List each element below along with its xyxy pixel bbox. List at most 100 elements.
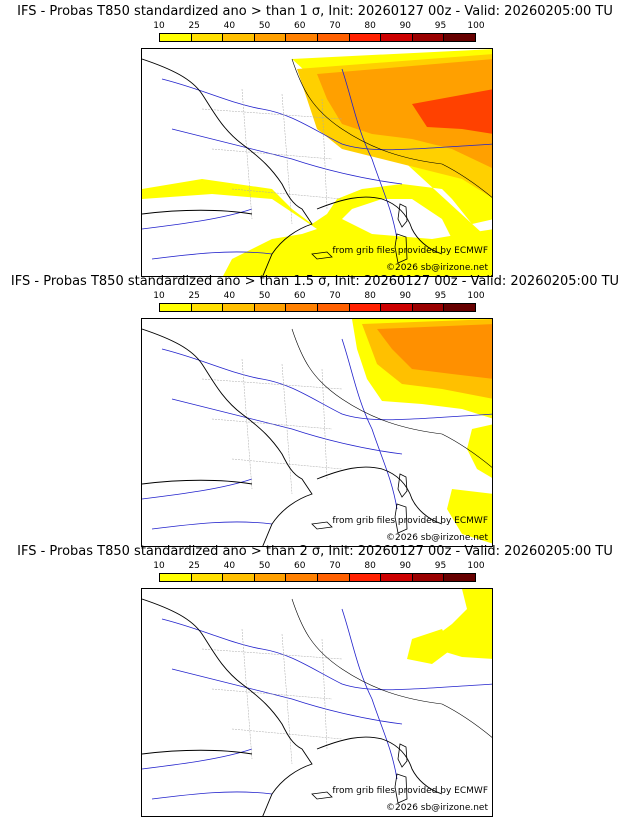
scale-swatch [349,34,382,41]
panel-title: IFS - Probas T850 standardized ano > tha… [17,544,613,559]
credit-grib: from grib files provided by ECMWF [332,246,488,256]
scale-label: 90 [399,561,412,571]
island-balearic [311,791,333,800]
river [151,521,273,530]
scale-label: 95 [434,21,447,31]
prob-area-yellow [467,424,492,478]
color-scale-labels: 10 25 40 50 60 70 80 90 95 100 [153,21,484,32]
scale-label: 60 [294,21,306,31]
map-panel-1: IFS - Probas T850 standardized ano > tha… [0,0,630,277]
probability-map: from grib files provided by ECMWF ©2026 … [141,48,493,277]
scale-label: 90 [399,291,412,301]
coastline [316,736,443,795]
color-scale-labels: 10 25 40 50 60 70 80 90 95 100 [153,291,484,302]
river [341,338,398,510]
scale-label: 10 [153,561,165,571]
river [142,208,253,230]
river [341,68,398,240]
scale-swatch [317,304,350,311]
scale-swatch [254,34,287,41]
scale-swatch [412,34,445,41]
map-drawing [142,49,492,276]
scale-label: 25 [188,21,200,31]
scale-swatch [286,574,318,581]
river [161,618,492,691]
scale-swatch [412,574,445,581]
color-scale-bar [159,303,476,312]
scale-swatch [223,304,255,311]
coastline [316,466,443,525]
river [161,348,492,421]
scale-label: 95 [434,561,447,571]
color-scale-labels: 10 25 40 50 60 70 80 90 95 100 [153,561,484,572]
credit-copyright: ©2026 sb@irizone.net [386,803,488,813]
coastline [142,209,253,215]
scale-swatch [254,304,287,311]
scale-swatch [317,34,350,41]
scale-label: 10 [153,291,165,301]
national-border [291,328,492,468]
prob-area-yellow [447,489,492,544]
scale-label: 50 [258,561,271,571]
scale-label: 25 [188,561,200,571]
scale-label: 40 [223,21,236,31]
scale-swatch [444,34,475,41]
scale-swatch [223,574,255,581]
river [171,128,403,185]
prob-area-red [412,89,492,134]
scale-label: 80 [364,291,376,301]
scale-swatch [160,34,192,41]
scale-label: 50 [258,291,271,301]
scale-swatch [444,304,475,311]
scale-label: 100 [467,21,485,31]
coastline [142,479,253,485]
island-balearic [311,521,333,530]
credit-copyright: ©2026 sb@irizone.net [386,263,488,273]
island-corsica [397,473,408,498]
prob-area-yellow [407,629,452,664]
scale-label: 40 [223,291,236,301]
river [161,78,492,151]
map-drawing [142,319,492,546]
scale-swatch [444,574,475,581]
coastline [142,58,313,276]
scale-label: 25 [188,291,200,301]
scale-label: 50 [258,21,271,31]
scale-label: 70 [329,291,341,301]
scale-label: 40 [223,561,236,571]
prob-area-orange [317,59,492,169]
scale-swatch [254,574,287,581]
probability-map: from grib files provided by ECMWF ©2026 … [141,588,493,817]
scale-swatch [223,34,255,41]
island-balearic [311,251,333,260]
scale-label: 100 [467,561,485,571]
scale-label: 80 [364,21,376,31]
admin-borders [201,358,343,495]
scale-label: 80 [364,561,376,571]
probability-map: from grib files provided by ECMWF ©2026 … [141,318,493,547]
coastline [142,598,313,816]
coastline [142,749,253,755]
river [151,791,273,800]
scale-swatch [381,574,413,581]
island-sardinia [394,233,408,264]
river [171,668,403,725]
scale-swatch [286,304,318,311]
scale-label: 60 [294,561,306,571]
scale-swatch [286,34,318,41]
color-scale-bar [159,573,476,582]
panel-title: IFS - Probas T850 standardized ano > tha… [10,274,620,289]
island-sardinia [394,773,408,804]
credit-copyright: ©2026 sb@irizone.net [386,533,488,543]
scale-swatch [191,34,224,41]
island-corsica [397,743,408,768]
river [171,398,403,455]
river [341,608,398,780]
map-drawing [142,589,492,816]
scale-swatch [191,574,224,581]
scale-swatch [349,304,382,311]
admin-borders [201,628,343,765]
scale-label: 95 [434,291,447,301]
credit-grib: from grib files provided by ECMWF [332,786,488,796]
scale-label: 70 [329,21,341,31]
